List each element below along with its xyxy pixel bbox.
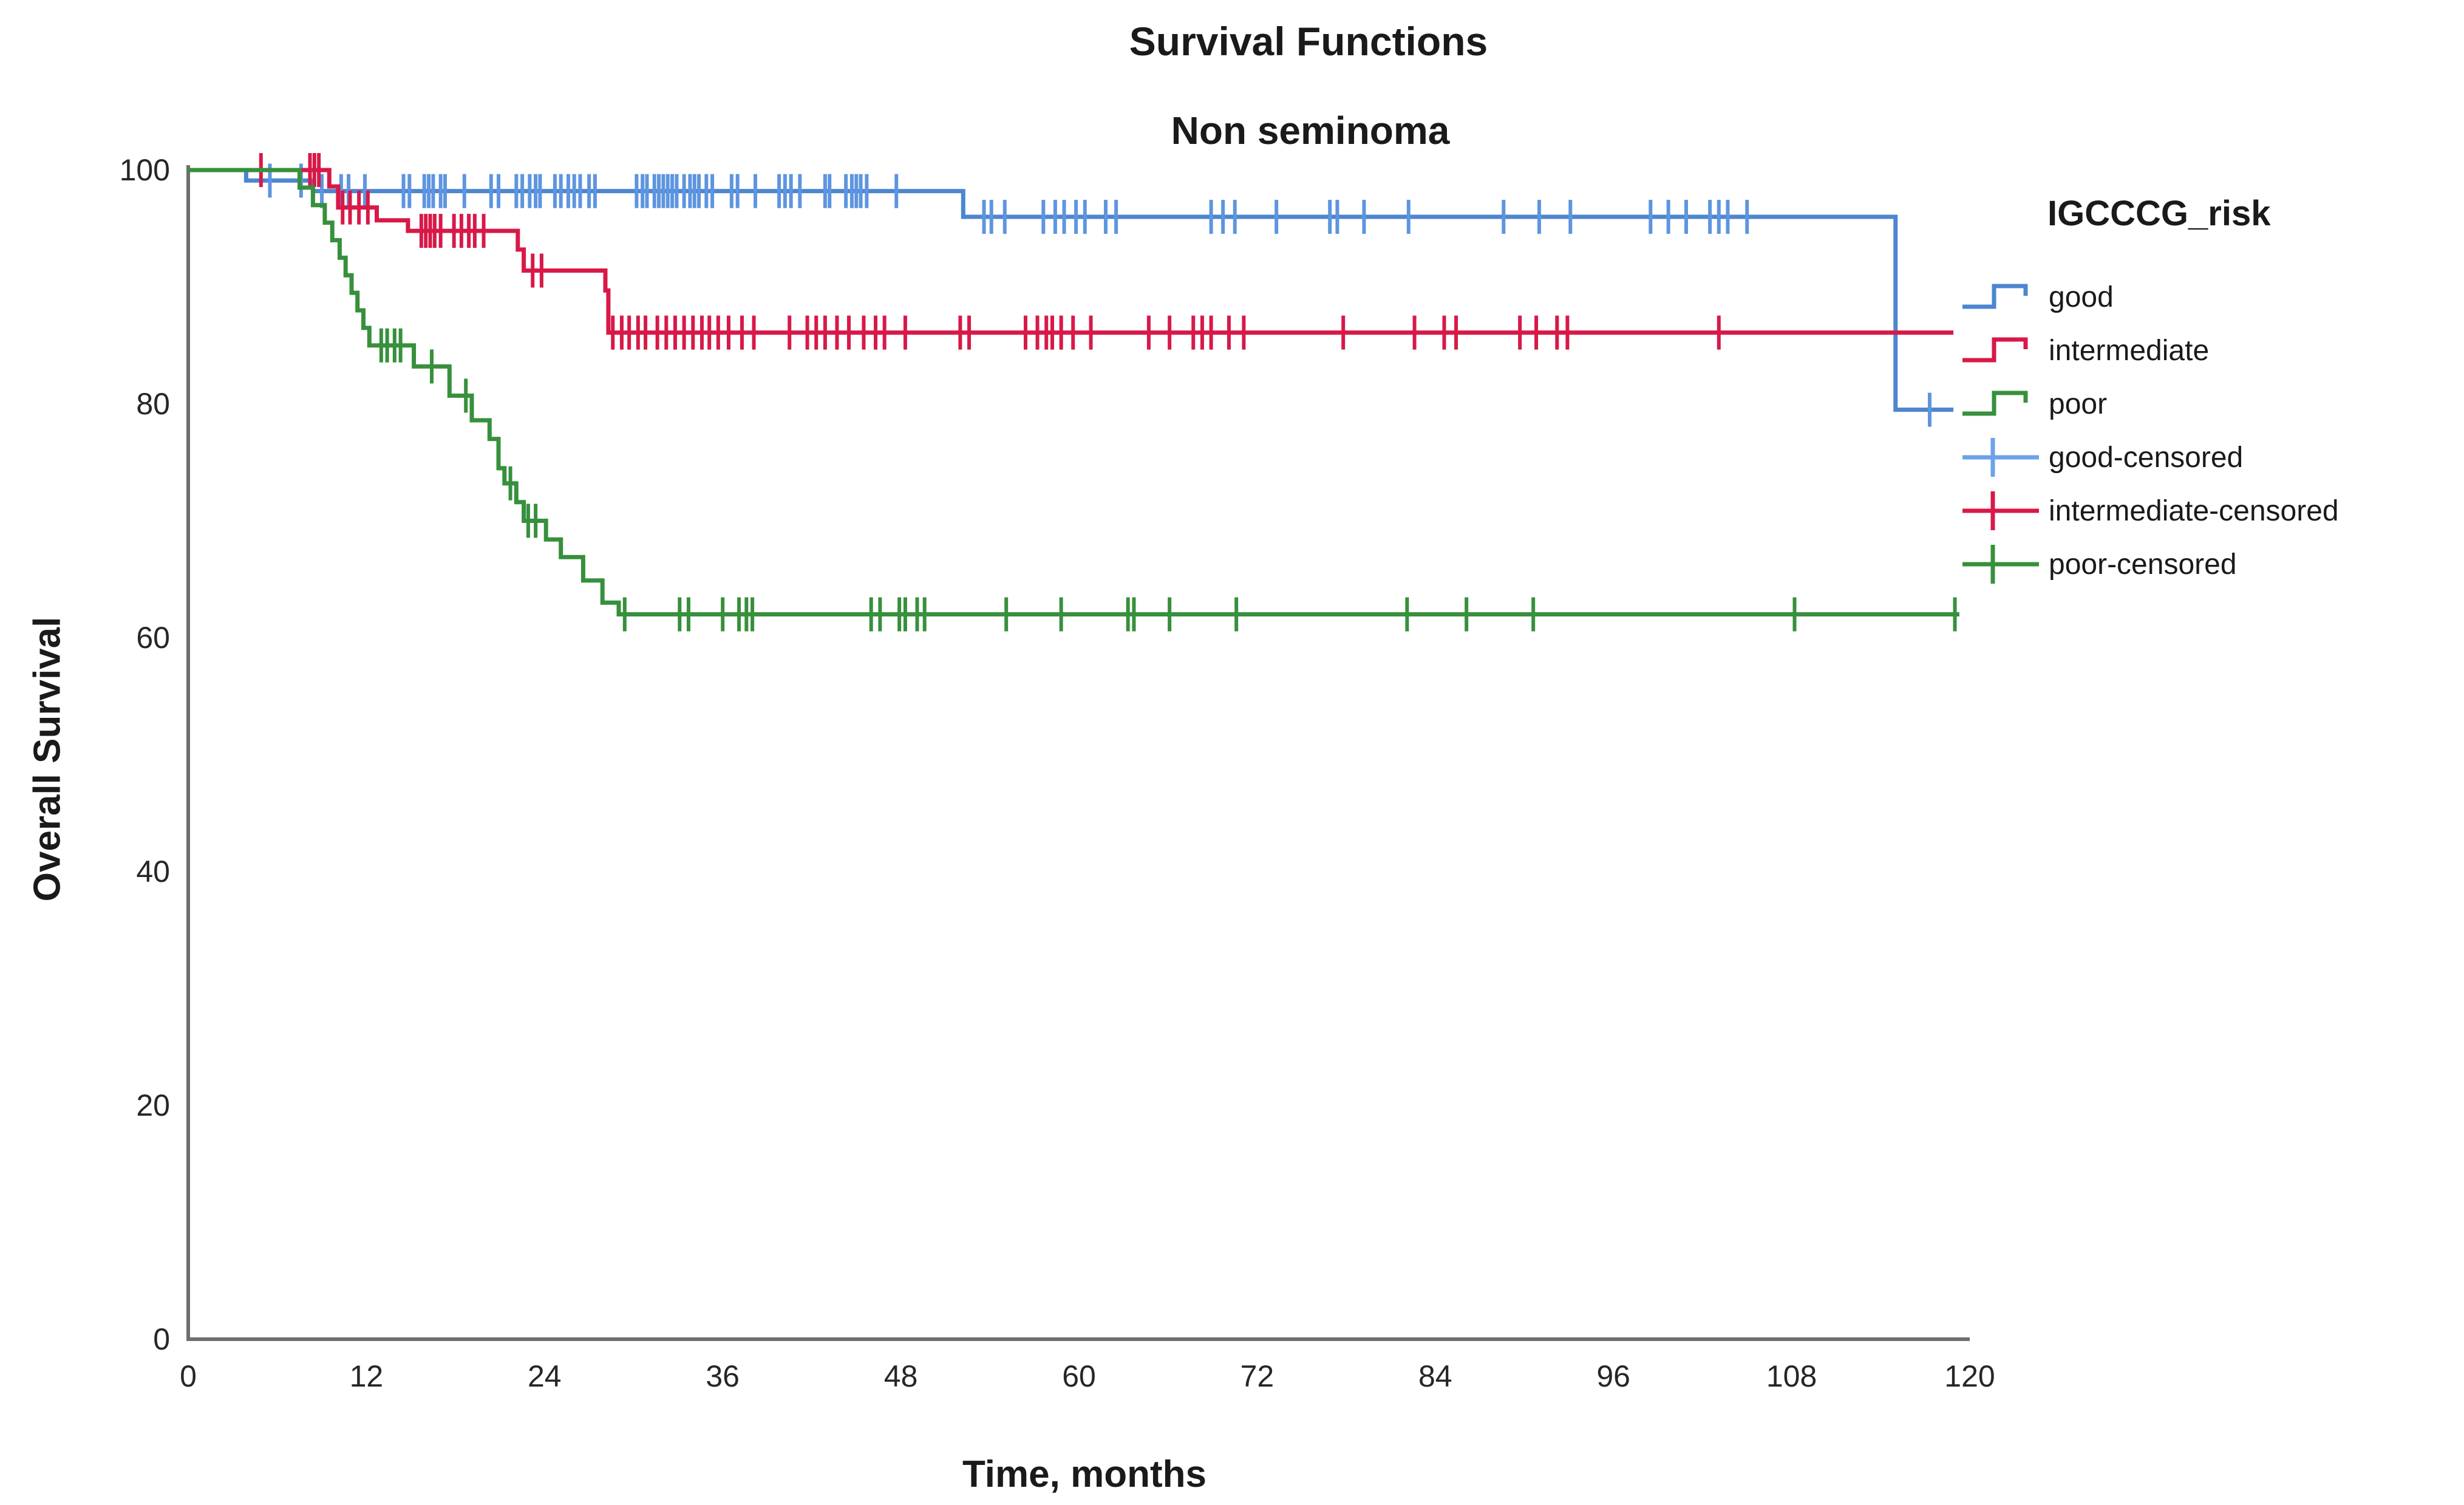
censor-plus-icon bbox=[1962, 545, 2039, 584]
legend-entry-label: poor bbox=[2049, 387, 2108, 420]
legend-entry-poor: poor bbox=[1961, 377, 2459, 431]
curve-good bbox=[188, 168, 1954, 412]
chart-subtitle: Non seminoma bbox=[1171, 109, 1450, 152]
legend-entry-label: poor-censored bbox=[2049, 548, 2237, 581]
y-axis-title: Overall Survival bbox=[26, 616, 69, 902]
y-tick-label: 20 bbox=[136, 1088, 170, 1122]
y-tick-label: 0 bbox=[153, 1322, 170, 1356]
x-tick-label: 120 bbox=[1944, 1359, 1995, 1393]
x-tick-label: 0 bbox=[180, 1359, 197, 1393]
x-tick-label: 96 bbox=[1596, 1359, 1630, 1393]
legend-entry-good-censored: good-censored bbox=[1961, 431, 2459, 484]
legend-entry-label: good bbox=[2049, 281, 2114, 313]
legend-entry-intermediate: intermediate bbox=[1961, 324, 2459, 377]
x-axis-title: Time, months bbox=[962, 1453, 1206, 1495]
step-line-icon bbox=[1962, 391, 2028, 416]
curve-intermediate bbox=[188, 168, 1954, 335]
censor-plus-icon bbox=[1962, 491, 2039, 530]
legend-entry-good: good bbox=[1961, 270, 2459, 324]
y-tick-label: 40 bbox=[136, 855, 170, 889]
legend-entry-label: intermediate bbox=[2049, 334, 2210, 367]
step-line-icon bbox=[1962, 284, 2028, 309]
censor-plus-icon bbox=[1962, 438, 2039, 477]
legend-title: IGCCCG_risk bbox=[2047, 194, 2271, 233]
x-tick-label: 12 bbox=[350, 1359, 384, 1393]
x-tick-label: 60 bbox=[1062, 1359, 1096, 1393]
legend-entry-intermediate-censored: intermediate-censored bbox=[1961, 484, 2459, 538]
y-tick-label: 100 bbox=[120, 153, 170, 187]
y-tick-label: 80 bbox=[136, 387, 170, 421]
chart-title: Survival Functions bbox=[1129, 19, 1488, 64]
legend-entry-label: good-censored bbox=[2049, 441, 2244, 474]
x-tick-label: 72 bbox=[1241, 1359, 1275, 1393]
x-tick-label: 48 bbox=[884, 1359, 918, 1393]
y-tick-label: 60 bbox=[136, 621, 170, 655]
legend-entry-poor-censored: poor-censored bbox=[1961, 538, 2459, 591]
x-tick-label: 24 bbox=[528, 1359, 562, 1393]
legend-entry-label: intermediate-censored bbox=[2049, 494, 2339, 527]
x-tick-label: 108 bbox=[1766, 1359, 1817, 1393]
x-tick-label: 36 bbox=[706, 1359, 740, 1393]
step-line-icon bbox=[1962, 337, 2028, 363]
curve-poor bbox=[188, 168, 1959, 616]
x-tick-label: 84 bbox=[1418, 1359, 1452, 1393]
legend: IGCCCG_risk good intermediate poor good-cen… bbox=[1961, 193, 2459, 591]
